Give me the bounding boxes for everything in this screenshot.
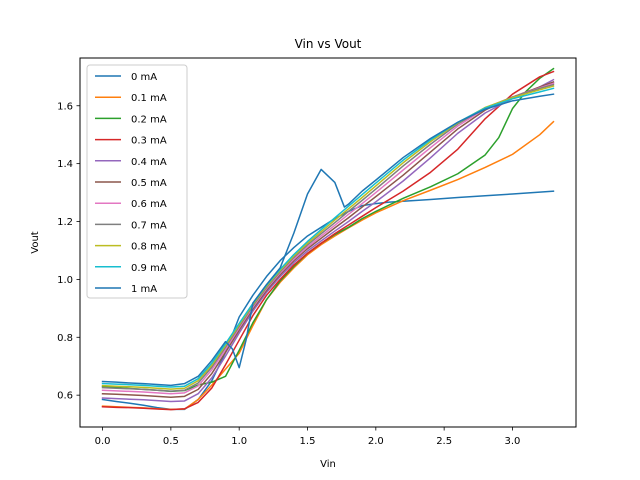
y-tick-label: 1.4 [57, 159, 73, 170]
legend-items: 0 mA 0.1 mA 0.2 mA 0.3 mA 0.4 mA 0.5 mA 0.6 mA… [95, 72, 167, 295]
x-tick-label: 1.5 [300, 436, 316, 447]
x-tick-label: 0.0 [95, 436, 111, 447]
series-layer [101, 67, 555, 411]
legend-label: 0.9 mA [131, 263, 167, 274]
legend-label: 0.1 mA [131, 93, 167, 104]
plot-area: 0.0 0.5 1.0 1.5 2.0 2.5 3.0 0.6 0.8 1.0 1.2 1.4 1.6 [57, 57, 577, 447]
legend-label: 0.2 mA [131, 114, 167, 125]
legend-label: 0 mA [131, 72, 157, 83]
y-tick-label: 0.6 [57, 391, 73, 402]
series-line-10 [101, 93, 555, 387]
x-tick-label: 0.5 [163, 436, 179, 447]
y-axis-ticks: 0.6 0.8 1.0 1.2 1.4 1.6 [57, 101, 80, 402]
legend-label: 0.5 mA [131, 178, 167, 189]
legend-label: 0.3 mA [131, 136, 167, 147]
y-axis-label: Vout [30, 231, 41, 254]
legend-box [86, 64, 188, 299]
legend-label: 0.4 mA [131, 157, 167, 168]
series-line-3 [101, 70, 555, 411]
legend: 0 mA 0.1 mA 0.2 mA 0.3 mA 0.4 mA 0.5 mA 0.6 mA… [86, 64, 188, 299]
chart-title: Vin vs Vout [295, 37, 362, 51]
series-line-7 [101, 83, 555, 392]
legend-label: 0.8 mA [131, 242, 167, 253]
series-line-4 [101, 78, 555, 403]
series-line-5 [101, 81, 555, 398]
x-tick-label: 1.0 [231, 436, 247, 447]
legend-label: 1 mA [131, 284, 157, 295]
x-tick-label: 3.0 [505, 436, 521, 447]
y-tick-label: 1.0 [57, 275, 73, 286]
y-tick-label: 1.6 [57, 101, 73, 112]
y-tick-label: 0.8 [57, 333, 73, 344]
x-axis-ticks: 0.0 0.5 1.0 1.5 2.0 2.5 3.0 [95, 427, 521, 447]
y-tick-label: 1.2 [57, 217, 73, 228]
series-line-8 [101, 85, 555, 390]
x-axis-label: Vin [320, 459, 336, 470]
series-line-6 [101, 82, 555, 395]
legend-label: 0.7 mA [131, 220, 167, 231]
x-tick-label: 2.0 [368, 436, 384, 447]
legend-label: 0.6 mA [131, 199, 167, 210]
x-tick-label: 2.5 [436, 436, 452, 447]
axes-frame [79, 57, 577, 428]
